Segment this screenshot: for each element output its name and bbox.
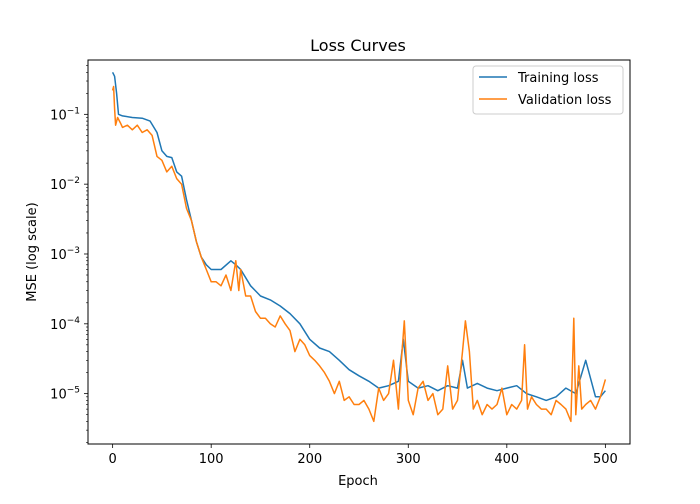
legend-label-validation: Validation loss bbox=[518, 93, 612, 108]
x-axis-label: Epoch bbox=[338, 474, 378, 489]
legend-label-training: Training loss bbox=[517, 71, 599, 86]
y-tick-label: 10−3 bbox=[50, 246, 80, 263]
y-tick-label: 10−1 bbox=[50, 106, 80, 123]
x-tick-label: 300 bbox=[396, 452, 421, 467]
x-tick-label: 100 bbox=[199, 452, 224, 467]
y-axis-label: MSE (log scale) bbox=[25, 202, 40, 301]
y-axis: 10−5 10−4 10−3 10−2 10−1 bbox=[50, 65, 88, 443]
x-tick-label: 500 bbox=[593, 452, 618, 467]
legend-box bbox=[472, 65, 624, 115]
series-layer bbox=[111, 71, 607, 423]
plot-frame bbox=[87, 59, 631, 445]
x-tick-label: 400 bbox=[494, 452, 519, 467]
y-tick-label: 10−2 bbox=[50, 176, 80, 193]
series-line-training bbox=[111, 71, 606, 402]
x-tick-label: 200 bbox=[297, 452, 322, 467]
chart-title: Loss Curves bbox=[310, 36, 406, 55]
x-axis: 0 100 200 300 400 500 bbox=[108, 444, 618, 467]
y-tick-label: 10−5 bbox=[50, 386, 80, 403]
y-tick-label: 10−4 bbox=[50, 316, 80, 333]
series-line-validation bbox=[111, 85, 607, 423]
x-tick-label: 0 bbox=[108, 452, 116, 467]
legend: Training loss Validation loss bbox=[472, 65, 624, 115]
